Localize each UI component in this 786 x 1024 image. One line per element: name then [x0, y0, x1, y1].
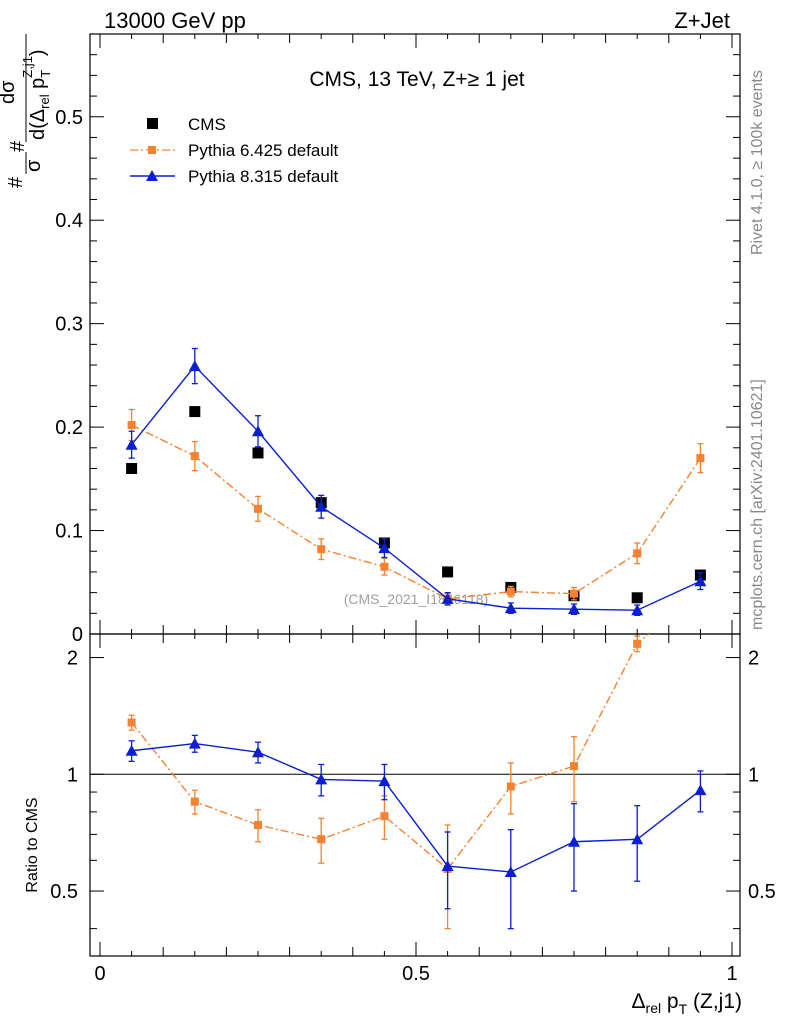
x-tick-label: 0.5: [402, 963, 430, 985]
ratio-point-pythia8: [504, 865, 517, 877]
x-label-tail: (Z,j1): [687, 990, 742, 1013]
ratio-y-tick-label: 0.5: [50, 881, 78, 903]
ratio-line-pythia8: [131, 742, 701, 873]
x-tick-label: 0: [94, 963, 105, 985]
data-point-pythia6: [380, 562, 389, 571]
x-label-delta: Δ: [632, 990, 646, 1013]
y-label-num: dσ: [0, 80, 19, 104]
ratio-point-pythia6: [190, 797, 199, 806]
ratio-y-tick-label: 1: [67, 764, 78, 786]
y-tick-label: 0.3: [55, 314, 83, 336]
y-label-frac1-den: σ: [23, 159, 45, 172]
y-label-hash: #: [7, 140, 29, 152]
x-label-rel: rel: [646, 1000, 662, 1016]
svg-text:d(Δrel pTZ,j1): d(Δrel pTZ,j1): [20, 49, 53, 140]
rivet-version-label: Rivet 4.1.0, ≥ 100k events: [749, 70, 766, 255]
legend-label-pythia8: Pythia 8.315 default: [188, 167, 339, 186]
y-tick-label: 0: [72, 624, 83, 646]
chart-title: CMS, 13 TeV, Z+≥ 1 jet: [309, 68, 524, 91]
data-point-pythia6: [254, 504, 262, 513]
x-label-p: p: [661, 990, 679, 1013]
data-point-pythia6: [317, 545, 326, 554]
data-point-pythia8: [252, 425, 264, 437]
ratio-series-group: [125, 634, 707, 930]
data-point-pythia6: [506, 587, 515, 596]
ratio-point-pythia8: [378, 775, 391, 787]
x-tick-label: 1: [726, 963, 737, 985]
legend-label-pythia6: Pythia 6.425 default: [188, 141, 339, 160]
ratio-y-tick-label-right: 0.5: [748, 881, 776, 903]
data-point-cms: [442, 566, 454, 578]
ratio-y-tick-label: 2: [67, 648, 78, 670]
ratio-y-label: Ratio to CMS: [24, 797, 41, 892]
data-point-pythia8: [504, 602, 517, 614]
data-point-pythia6: [633, 549, 642, 558]
ratio-point-pythia8: [125, 744, 138, 756]
ratio-point-pythia8: [568, 835, 580, 847]
y-label-den-p: p: [27, 78, 49, 95]
y-tick-label: 0.2: [55, 417, 83, 439]
y-label-den-sup: Z,j1: [20, 56, 35, 78]
ratio-point-pythia6: [570, 762, 578, 771]
y-label-den-rel: rel: [37, 94, 52, 109]
y-tick-label: 0.4: [55, 210, 83, 232]
y-label-den-close: ): [27, 49, 49, 56]
mcplots-url-label: mcplots.cern.ch [arXiv:2401.10621]: [749, 379, 766, 630]
y-tick-label: 0.1: [55, 521, 83, 543]
data-point-pythia8: [125, 438, 138, 450]
data-point-pythia8: [694, 575, 707, 587]
data-point-pythia8: [568, 603, 580, 615]
ratio-point-pythia6: [127, 718, 136, 727]
y-tick-label: 0.5: [55, 107, 83, 129]
y-label-frac1-num: #: [5, 176, 27, 188]
ratio-point-pythia6: [317, 835, 326, 844]
ratio-line-pythia6: [131, 634, 650, 870]
data-point-cms: [126, 462, 138, 474]
ratio-point-pythia8: [252, 746, 264, 758]
data-point-pythia6: [190, 452, 199, 461]
legend-label-cms: CMS: [188, 115, 226, 134]
ratio-point-pythia6: [254, 821, 262, 830]
x-axis-label: Δrel pT (Z,j1): [632, 990, 743, 1017]
ratio-point-pythia6: [506, 782, 515, 791]
data-point-pythia8: [315, 500, 328, 512]
data-point-cms: [189, 406, 201, 418]
y-label-den-sub: T: [38, 70, 53, 78]
ratio-point-pythia8: [315, 773, 328, 785]
data-point-pythia6: [570, 589, 578, 598]
legend: CMS Pythia 6.425 default Pythia 8.315 de…: [130, 115, 339, 186]
y-axis-label: # σ # dσ d(Δrel pTZ,j1): [0, 34, 53, 188]
header-right-label: Z+Jet: [674, 8, 730, 33]
watermark-label: (CMS_2021_I1866118): [344, 591, 489, 607]
data-point-cms: [252, 447, 264, 459]
legend-marker-cms: [147, 118, 158, 129]
series-line-pythia6: [131, 424, 701, 600]
data-point-pythia8: [188, 360, 201, 372]
legend-marker-pythia8: [146, 170, 158, 181]
data-point-pythia6: [696, 454, 705, 463]
x-label-sub-t: T: [679, 1001, 688, 1017]
ratio-point-pythia8: [631, 833, 644, 845]
ratio-y-tick-label-right: 1: [748, 764, 759, 786]
ratio-point-pythia8: [694, 784, 707, 796]
data-point-pythia8: [441, 592, 454, 604]
ratio-point-pythia6: [633, 639, 642, 648]
y-label-den-open: d(Δ: [27, 109, 49, 140]
data-point-pythia8: [631, 604, 644, 616]
data-point-pythia6: [127, 421, 136, 430]
ratio-point-pythia8: [188, 737, 201, 749]
legend-marker-pythia6: [148, 146, 156, 154]
ratio-point-pythia8: [441, 860, 454, 872]
series-line-pythia8: [131, 365, 701, 611]
data-point-pythia8: [378, 542, 391, 554]
ratio-panel-frame: [89, 633, 741, 957]
ratio-y-tick-label-right: 2: [748, 648, 759, 670]
header-left-label: 13000 GeV pp: [104, 8, 246, 33]
main-series-group: [125, 347, 707, 617]
data-point-cms: [631, 592, 643, 604]
ratio-point-pythia6: [380, 812, 389, 821]
